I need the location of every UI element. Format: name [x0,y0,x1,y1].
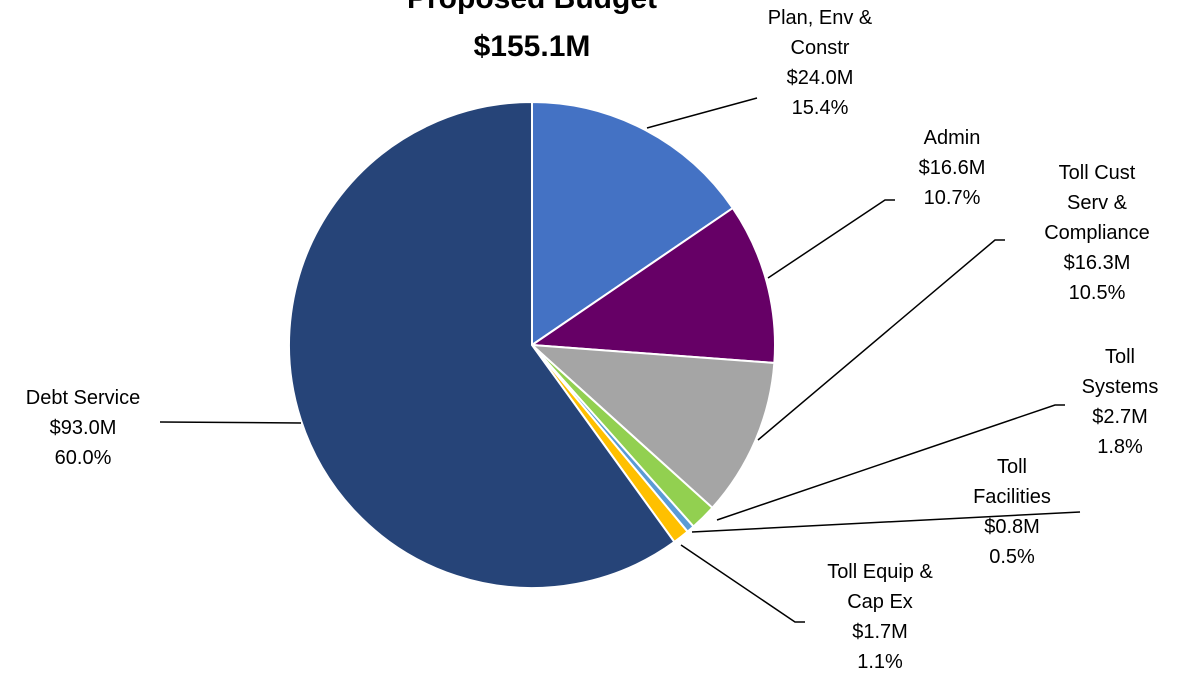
percent-label: 1.1% [857,651,903,673]
slice-label: Toll Systems $2.7M 1.8% [1074,342,1166,462]
slice-label: Toll Facilities $0.8M 0.5% [962,452,1062,572]
percent-label: 1.8% [1097,436,1143,458]
percent-label: 15.4% [791,97,849,119]
category-label: Toll Systems [1081,346,1159,398]
slice-label: Admin $16.6M 10.7% [892,123,1012,213]
category-label: Toll Cust Serv & Compliance [1044,162,1150,244]
pie-slice [288,100,676,589]
value-label: $16.3M [1063,252,1131,274]
leader-line [757,239,1005,441]
slice-label: Debt Service $93.0M 60.0% [3,383,163,473]
category-label: Toll Facilities [973,456,1051,508]
category-label: Plan, Env & Constr [767,7,873,59]
percent-label: 10.7% [923,187,981,209]
value-label: $1.7M [852,621,908,643]
percent-label: 0.5% [989,546,1035,568]
chart-title: Proposed Budget [332,0,732,16]
value-label: $93.0M [49,417,117,439]
slice-label: Toll Cust Serv & Compliance $16.3M 10.5% [1038,158,1156,308]
percent-label: 10.5% [1068,282,1126,304]
slice-label: Toll Equip & Cap Ex $1.7M 1.1% [827,557,933,677]
value-label: $24.0M [786,67,854,89]
leader-line [680,544,805,623]
category-label: Toll Equip & Cap Ex [827,561,933,613]
leader-line [716,404,1065,521]
pie-slice [529,206,776,365]
value-label: $0.8M [984,516,1040,538]
leader-line [691,511,1081,533]
pie-slice [531,100,735,347]
chart-subtitle: $155.1M [473,30,591,63]
leader-line [646,97,758,129]
percent-label: 60.0% [54,447,112,469]
category-label: Admin [923,127,981,149]
pie-slice [529,343,776,510]
leader-line [767,199,895,279]
value-label: $2.7M [1092,406,1148,428]
category-label: Debt Service [25,387,141,409]
slice-label: Plan, Env & Constr $24.0M 15.4% [755,3,885,123]
leader-line [159,421,302,424]
value-label: $16.6M [918,157,986,179]
